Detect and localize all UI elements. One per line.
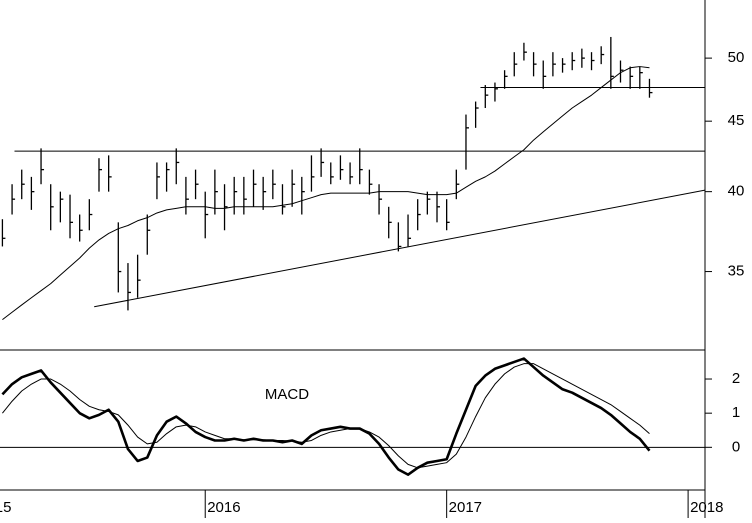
macd-line bbox=[1, 357, 651, 476]
x-tick-label: 2018 bbox=[690, 499, 723, 516]
y-tick-label: 0 bbox=[732, 438, 740, 455]
x-tick-label: 2016 bbox=[207, 499, 240, 516]
y-tick-label: 35 bbox=[728, 263, 745, 280]
x-tick-label: 2017 bbox=[449, 499, 482, 516]
trend-line bbox=[94, 189, 706, 308]
y-tick-label: 50 bbox=[728, 49, 745, 66]
y-tick-label: 1 bbox=[732, 404, 740, 421]
y-tick-label: 45 bbox=[728, 112, 745, 129]
y-tick-label: 40 bbox=[728, 183, 745, 200]
moving-average-line bbox=[2, 66, 650, 320]
indicator-label: MACD bbox=[265, 386, 309, 403]
y-tick-label: 2 bbox=[732, 370, 740, 387]
x-tick-label: 15 bbox=[0, 499, 11, 516]
